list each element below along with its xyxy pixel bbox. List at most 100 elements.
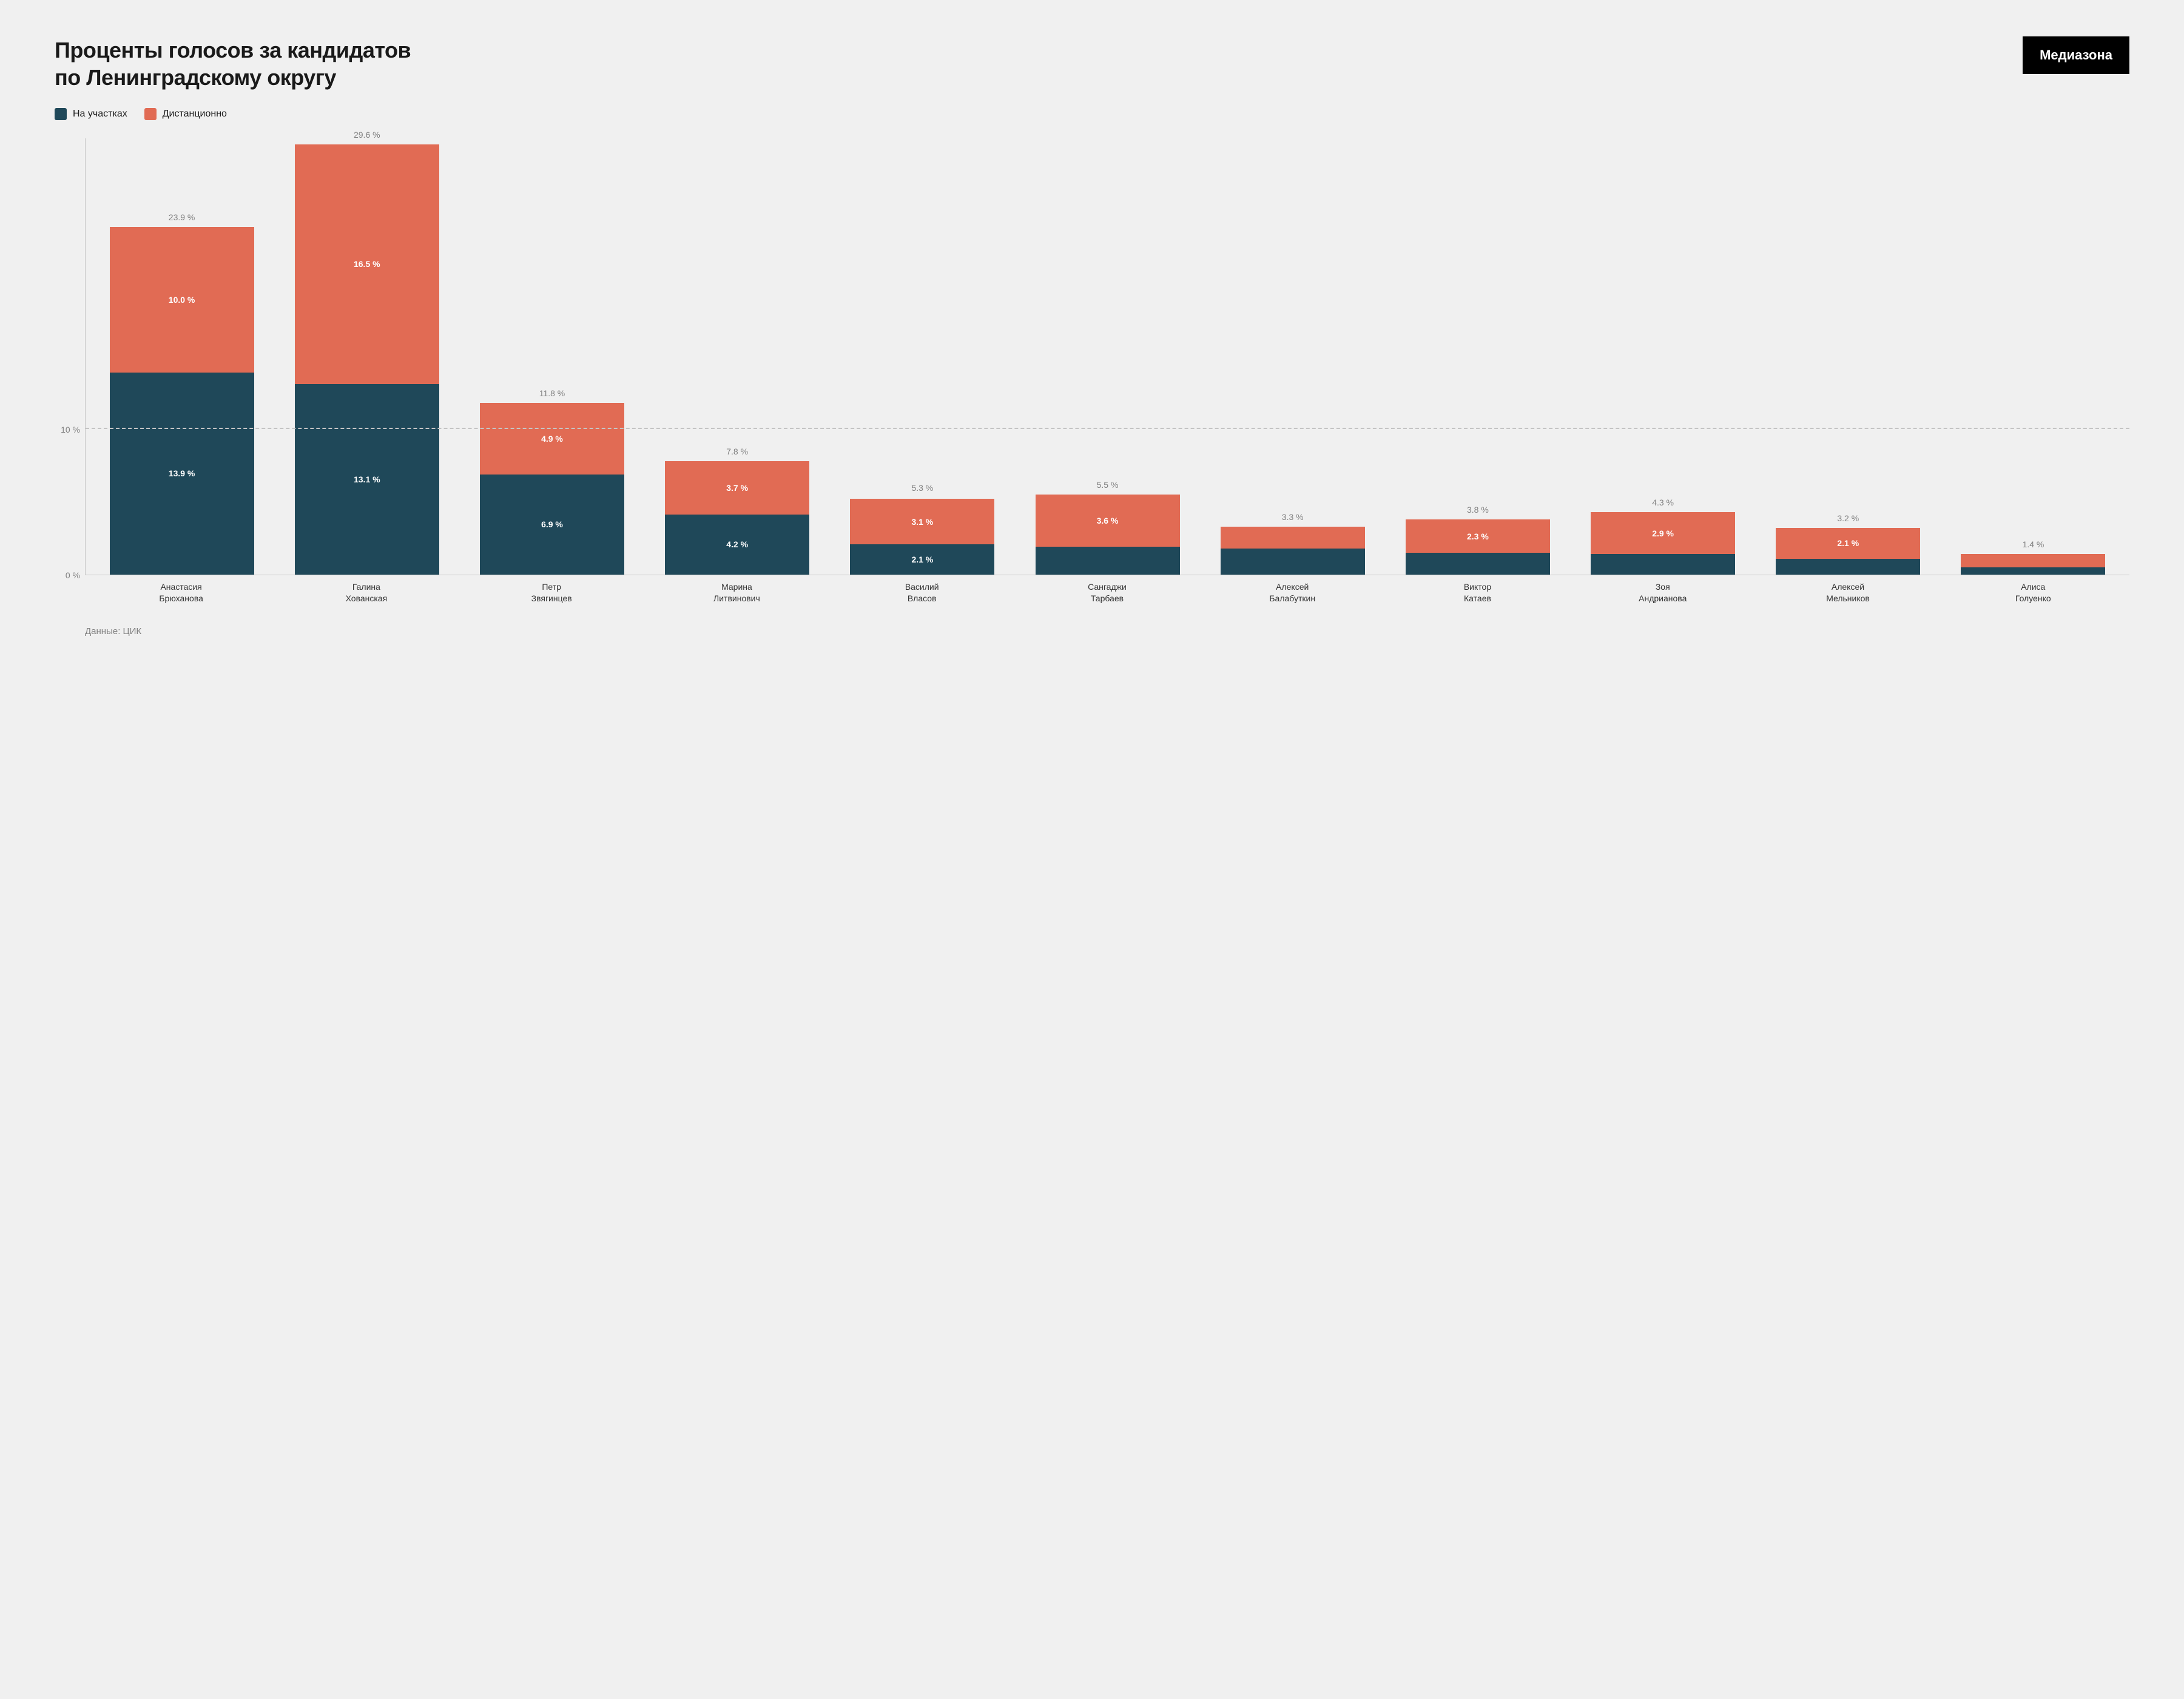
bar-segment-value: 3.7 % — [725, 484, 749, 492]
bar-total-label: 5.5 % — [1097, 480, 1119, 490]
bar-segment-remote: 3.6 % — [1036, 495, 1180, 547]
bar-total-label: 3.2 % — [1837, 513, 1859, 523]
bar-segment-remote: 3.1 % — [850, 499, 994, 544]
plot-area: 0 %10 % 13.9 %10.0 %23.9 %13.1 %16.5 %29… — [55, 138, 2129, 575]
legend-swatch-in-person — [55, 108, 67, 120]
bar-segment-in-person — [1221, 549, 1365, 575]
x-axis-label: ПетрЗвягинцев — [459, 581, 644, 604]
bar-stack: 3.3 % — [1221, 527, 1365, 575]
bar-segment-value: 6.9 % — [540, 520, 564, 529]
bar-segment-in-person — [1776, 559, 1920, 575]
bar-segment-in-person — [1961, 567, 2105, 575]
bar-total-label: 1.4 % — [2023, 539, 2044, 549]
bar-segment-in-person: 2.1 % — [850, 544, 994, 575]
bar-segment-value: 3.1 % — [910, 518, 934, 526]
bar-segment-value: 13.1 % — [352, 475, 382, 484]
bar-segment-in-person: 13.9 % — [110, 373, 254, 575]
bar-stack: 3.6 %5.5 % — [1036, 495, 1180, 575]
x-axis-label: ВикторКатаев — [1385, 581, 1570, 604]
bar-segment-remote — [1221, 527, 1365, 549]
bar-segment-value: 2.9 % — [1651, 529, 1675, 538]
x-axis-label: МаринаЛитвинович — [644, 581, 829, 604]
legend: На участках Дистанционно — [55, 108, 2129, 120]
bar-segment-value: 16.5 % — [352, 260, 382, 268]
bar-segment-value: 4.9 % — [540, 434, 564, 443]
bar-total-label: 5.3 % — [911, 483, 933, 493]
bar-stack: 13.1 %16.5 %29.6 % — [295, 144, 439, 575]
bar-total-label: 11.8 % — [539, 388, 565, 398]
bar-segment-value: 10.0 % — [167, 296, 197, 304]
bar-segment-remote — [1961, 554, 2105, 567]
bar-segment-value: 4.2 % — [725, 540, 749, 549]
bar-group: 2.3 % 3.8 % — [1385, 138, 1570, 575]
x-axis-label: АлисаГолуенко — [1941, 581, 2126, 604]
title-line-1: Проценты голосов за кандидатов — [55, 38, 411, 62]
gridline — [86, 428, 2129, 429]
bar-total-label: 23.9 % — [169, 212, 195, 222]
bar-total-label: 7.8 % — [726, 447, 748, 456]
bar-segment-value: 2.1 % — [910, 555, 934, 564]
x-axis-label: СангаджиТарбаев — [1014, 581, 1199, 604]
bar-group: 13.9 % 10.0 % 23.9 % — [89, 138, 274, 575]
bar-group: 4.2 % 3.7 % 7.8 % — [645, 138, 830, 575]
bar-segment-in-person: 6.9 % — [480, 475, 624, 575]
bar-segment-value: 2.1 % — [1836, 539, 1860, 547]
publisher-logo: Медиазона — [2023, 36, 2129, 74]
bar-segment-in-person: 13.1 % — [295, 384, 439, 575]
bars-row: 13.9 %10.0 %23.9 %13.1 %16.5 %29.6 %6.9 … — [86, 138, 2129, 575]
bar-group: 3.6 % 5.5 % — [1015, 138, 1200, 575]
y-tick-label: 0 % — [66, 570, 80, 580]
bar-segment-remote: 3.7 % — [665, 461, 809, 515]
bar-stack: 2.3 %3.8 % — [1406, 519, 1550, 575]
bar-segment-remote: 16.5 % — [295, 144, 439, 384]
bar-total-label: 3.3 % — [1282, 512, 1304, 522]
bar-total-label: 4.3 % — [1652, 498, 1674, 507]
plot: 13.9 %10.0 %23.9 %13.1 %16.5 %29.6 %6.9 … — [85, 138, 2129, 575]
header-row: Проценты голосов за кандидатов по Ленинг… — [55, 36, 2129, 91]
bar-stack: 13.9 %10.0 %23.9 % — [110, 227, 254, 575]
bar-segment-value: 3.6 % — [1096, 516, 1120, 525]
bar-segment-in-person — [1591, 554, 1735, 575]
bar-segment-remote: 2.3 % — [1406, 519, 1550, 553]
x-axis-label: АнастасияБрюханова — [89, 581, 274, 604]
x-axis-label: ЗояАндрианова — [1570, 581, 1755, 604]
bar-group: 13.1 %16.5 %29.6 % — [274, 138, 459, 575]
bar-group: 6.9 % 4.9 % 11.8 % — [459, 138, 644, 575]
bar-segment-in-person: 4.2 % — [665, 515, 809, 575]
legend-item-remote: Дистанционно — [144, 108, 227, 120]
bar-segment-remote: 4.9 % — [480, 403, 624, 474]
bar-stack: 2.1 %3.2 % — [1776, 528, 1920, 575]
chart-container: Проценты голосов за кандидатов по Ленинг… — [0, 0, 2184, 1699]
legend-label-remote: Дистанционно — [163, 109, 227, 120]
bar-segment-in-person — [1036, 547, 1180, 575]
bar-stack: 2.9 %4.3 % — [1591, 512, 1735, 575]
bar-segment-value: 13.9 % — [167, 469, 197, 478]
y-axis: 0 %10 % — [55, 138, 85, 575]
bar-total-label: 3.8 % — [1467, 505, 1489, 515]
bar-stack: 2.1 %3.1 %5.3 % — [850, 498, 994, 575]
legend-label-in-person: На участках — [73, 109, 127, 120]
legend-item-in-person: На участках — [55, 108, 127, 120]
y-tick-label: 10 % — [61, 425, 80, 434]
x-axis-label: АлексейМельников — [1755, 581, 1940, 604]
bar-segment-remote: 2.1 % — [1776, 528, 1920, 558]
bar-group: 2.1 % 3.1 % 5.3 % — [830, 138, 1015, 575]
bar-total-label: 29.6 % — [354, 130, 380, 140]
bar-group: 2.9 % 4.3 % — [1571, 138, 1756, 575]
x-axis-label: ГалинаХованская — [274, 581, 459, 604]
x-axis-label: АлексейБалабуткин — [1200, 581, 1385, 604]
title-line-2: по Ленинградскому округу — [55, 65, 336, 90]
data-source: Данные: ЦИК — [85, 626, 2129, 637]
legend-swatch-remote — [144, 108, 157, 120]
bar-segment-value: 2.3 % — [1466, 532, 1490, 541]
bar-segment-in-person — [1406, 553, 1550, 575]
bar-group: 1.4 % — [1941, 138, 2126, 575]
bar-segment-remote: 2.9 % — [1591, 512, 1735, 554]
bar-segment-remote: 10.0 % — [110, 227, 254, 373]
x-axis-labels: АнастасияБрюхановаГалинаХованскаяПетрЗвя… — [85, 575, 2129, 604]
x-axis-label: ВасилийВласов — [829, 581, 1014, 604]
bar-group: 3.3 % — [1200, 138, 1385, 575]
bar-stack: 1.4 % — [1961, 554, 2105, 575]
chart-title: Проценты голосов за кандидатов по Ленинг… — [55, 36, 411, 91]
bar-group: 2.1 % 3.2 % — [1756, 138, 1941, 575]
